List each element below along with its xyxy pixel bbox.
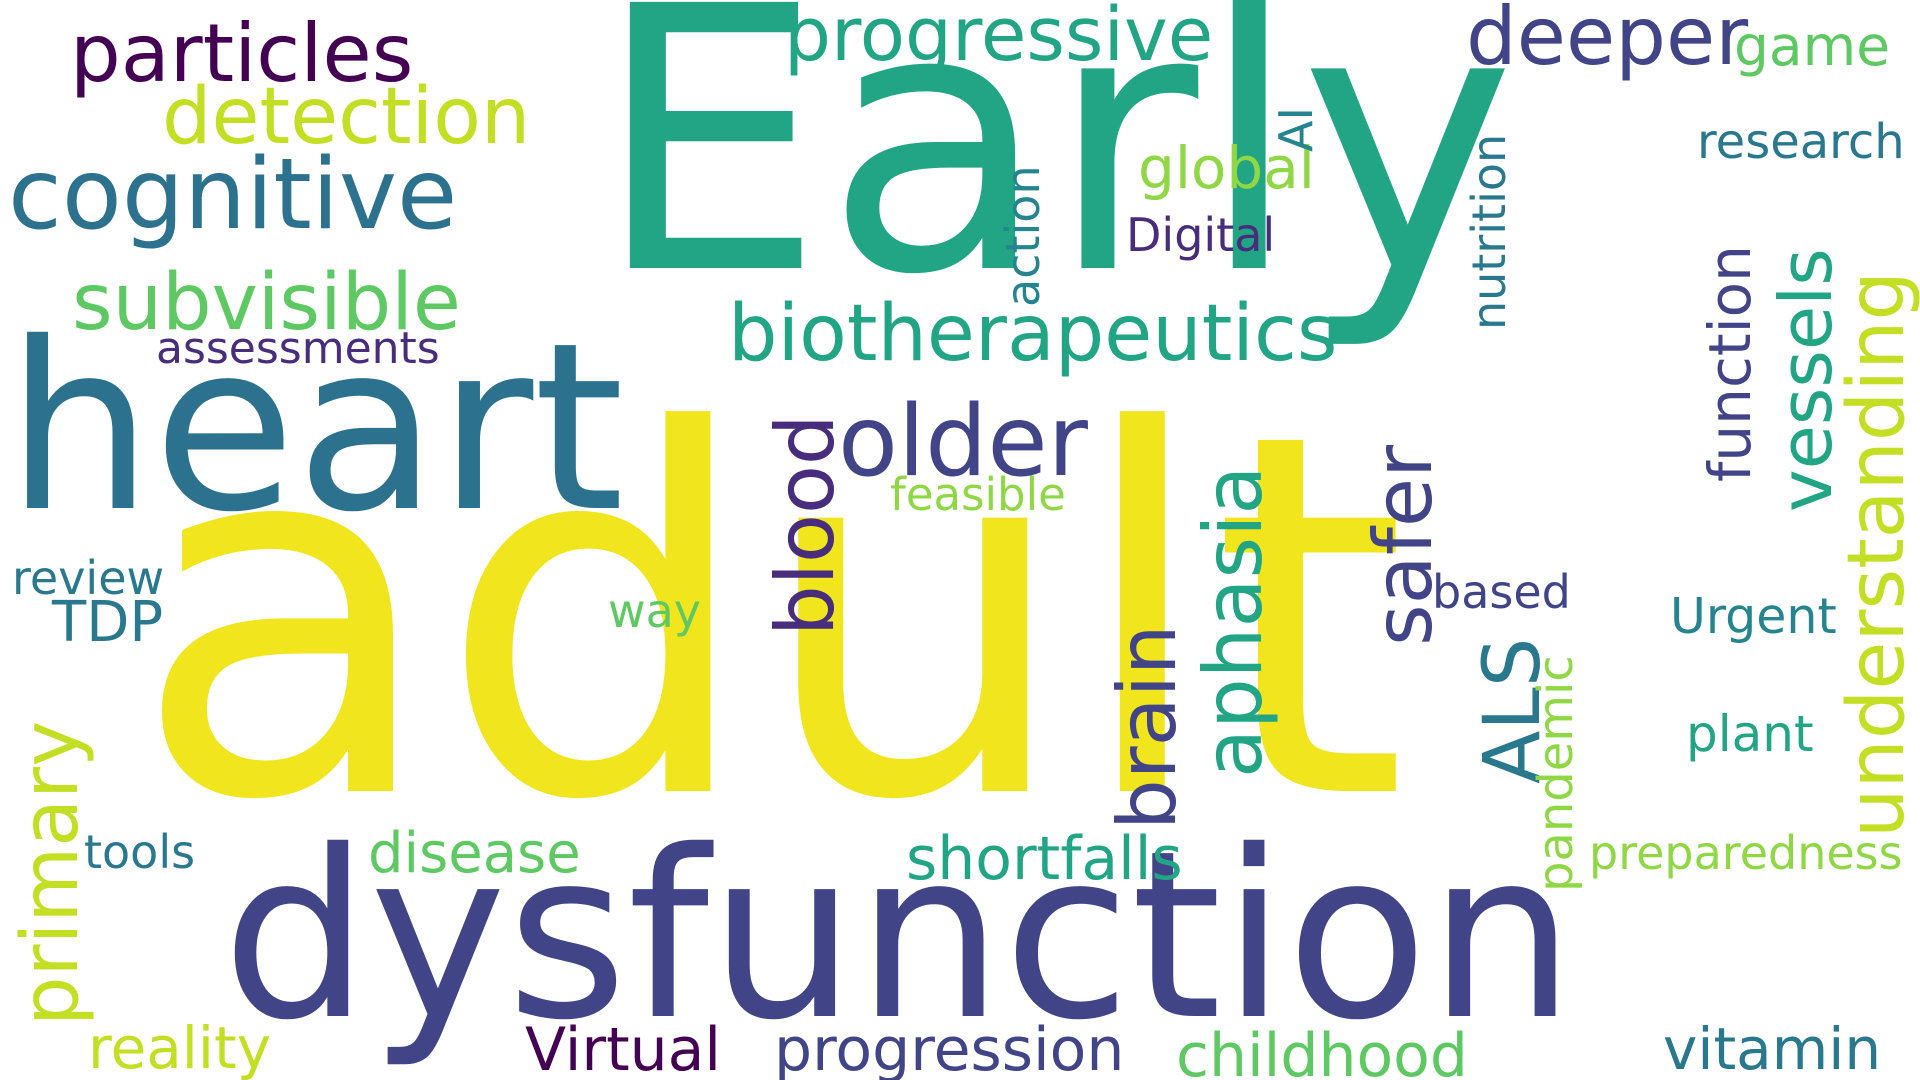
- word-shortfalls: shortfalls: [906, 829, 1183, 889]
- word-progressive: progressive: [784, 0, 1213, 72]
- word-progression: progression: [774, 1020, 1124, 1080]
- word-tools: tools: [84, 829, 195, 875]
- word-aphasia: aphasia: [1194, 466, 1274, 778]
- word-safer: safer: [1364, 445, 1444, 646]
- word-assessments: assessments: [156, 327, 440, 371]
- word-childhood: childhood: [1176, 1026, 1468, 1080]
- word-function: function: [1701, 245, 1759, 482]
- word-research: research: [1697, 118, 1905, 166]
- word-understanding: understanding: [1838, 271, 1916, 838]
- word-vessels: vessels: [1770, 248, 1842, 512]
- word-based: based: [1432, 569, 1571, 615]
- word-urgent: Urgent: [1670, 592, 1837, 641]
- word-brain: brain: [1108, 624, 1188, 830]
- word-blood: blood: [766, 414, 846, 636]
- word-reality: reality: [88, 1019, 271, 1077]
- word-ai: AI: [1273, 107, 1319, 152]
- word-digital: Digital: [1126, 212, 1275, 258]
- word-feasible: feasible: [890, 472, 1066, 517]
- word-way: way: [608, 588, 701, 634]
- word-tdp: TDP: [52, 595, 163, 651]
- word-detection: detection: [162, 78, 530, 156]
- word-plant: plant: [1686, 709, 1814, 759]
- word-primary: primary: [12, 721, 90, 1026]
- word-virtual: Virtual: [525, 1020, 721, 1080]
- word-action: action: [1000, 165, 1046, 307]
- word-pandemic: pandemic: [1532, 655, 1580, 892]
- word-disease: disease: [368, 826, 581, 882]
- word-game: game: [1734, 19, 1890, 74]
- word-deeper: deeper: [1466, 0, 1748, 77]
- word-vitamin: vitamin: [1663, 1020, 1881, 1078]
- word-nutrition: nutrition: [1466, 134, 1512, 330]
